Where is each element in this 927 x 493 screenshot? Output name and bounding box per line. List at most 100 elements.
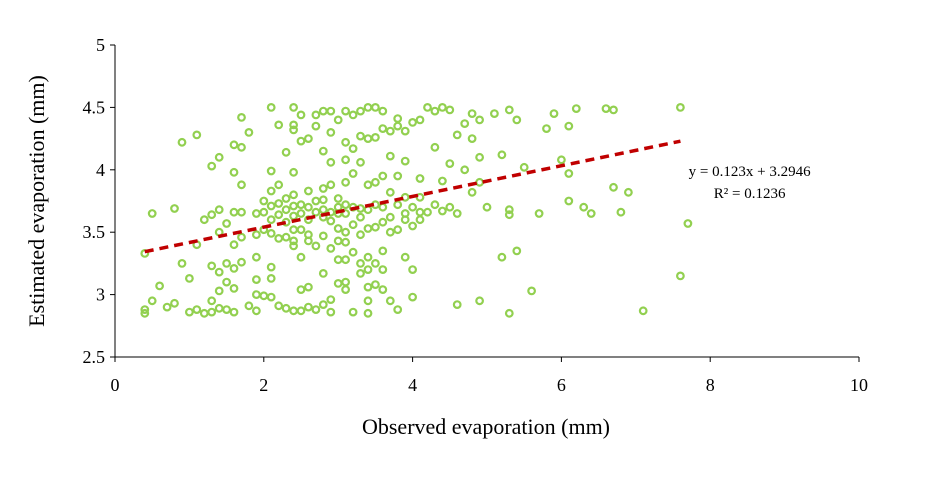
data-point: [476, 117, 483, 124]
data-point: [342, 229, 349, 236]
data-point: [387, 128, 394, 135]
data-point: [372, 260, 379, 267]
data-point: [268, 104, 275, 111]
data-point: [499, 152, 506, 159]
data-point: [685, 220, 692, 227]
data-point: [149, 298, 156, 305]
data-point: [320, 233, 327, 240]
data-point: [342, 157, 349, 164]
data-point: [603, 105, 610, 112]
data-point: [298, 201, 305, 208]
data-point: [357, 270, 364, 277]
data-point: [208, 211, 215, 218]
data-point: [313, 243, 320, 250]
data-point: [350, 221, 357, 228]
data-point: [320, 270, 327, 277]
y-tick-label: 4: [96, 160, 105, 180]
data-point: [342, 139, 349, 146]
x-tick-label: 0: [111, 375, 120, 395]
data-point: [171, 300, 178, 307]
data-point: [238, 182, 245, 189]
data-point: [290, 308, 297, 315]
data-point: [439, 178, 446, 185]
data-point: [394, 201, 401, 208]
data-point: [394, 115, 401, 122]
data-point: [454, 132, 461, 139]
scatter-points: [142, 104, 692, 317]
data-point: [216, 305, 223, 312]
data-point: [551, 110, 558, 117]
data-point: [335, 280, 342, 287]
data-point: [380, 125, 387, 132]
data-point: [342, 286, 349, 293]
data-point: [290, 169, 297, 176]
data-point: [365, 254, 372, 261]
data-point: [231, 209, 238, 216]
data-point: [201, 310, 208, 317]
data-point: [491, 110, 498, 117]
data-point: [223, 260, 230, 267]
data-point: [335, 225, 342, 232]
data-point: [290, 243, 297, 250]
data-point: [417, 175, 424, 182]
data-point: [201, 216, 208, 223]
data-point: [305, 304, 312, 311]
data-point: [231, 169, 238, 176]
data-point: [231, 309, 238, 316]
data-point: [402, 254, 409, 261]
data-point: [268, 275, 275, 282]
data-point: [409, 119, 416, 126]
x-tick-label: 4: [408, 375, 417, 395]
y-axis-title: Estimated evaporation (mm): [24, 75, 49, 327]
data-point: [283, 206, 290, 213]
data-point: [328, 129, 335, 136]
data-point: [328, 245, 335, 252]
data-point: [588, 210, 595, 217]
data-point: [484, 204, 491, 211]
data-point: [320, 197, 327, 204]
data-point: [469, 189, 476, 196]
data-point: [365, 298, 372, 305]
data-point: [387, 189, 394, 196]
data-point: [610, 107, 617, 114]
data-point: [208, 163, 215, 170]
data-point: [402, 128, 409, 135]
y-tick-label: 2.5: [83, 347, 106, 367]
data-point: [261, 209, 268, 216]
data-point: [432, 144, 439, 151]
data-point: [290, 213, 297, 220]
data-point: [275, 122, 282, 129]
data-point: [313, 112, 320, 119]
data-point: [387, 214, 394, 221]
data-point: [320, 206, 327, 213]
data-point: [521, 164, 528, 171]
data-point: [402, 158, 409, 165]
data-point: [283, 305, 290, 312]
data-point: [253, 231, 260, 238]
data-point: [417, 117, 424, 124]
data-point: [372, 134, 379, 141]
data-point: [432, 108, 439, 115]
data-point: [246, 129, 253, 136]
data-point: [179, 139, 186, 146]
data-point: [328, 159, 335, 166]
data-point: [335, 238, 342, 245]
x-tick-label: 2: [259, 375, 268, 395]
x-tick-label: 10: [850, 375, 868, 395]
data-point: [476, 154, 483, 161]
data-point: [290, 127, 297, 134]
data-point: [417, 216, 424, 223]
x-axis-title: Observed evaporation (mm): [362, 414, 610, 439]
data-point: [447, 160, 454, 167]
data-point: [447, 107, 454, 114]
data-point: [618, 209, 625, 216]
data-point: [439, 104, 446, 111]
data-point: [506, 107, 513, 114]
data-point: [253, 210, 260, 217]
data-point: [417, 209, 424, 216]
data-point: [268, 216, 275, 223]
data-point: [476, 179, 483, 186]
data-point: [305, 204, 312, 211]
data-point: [305, 238, 312, 245]
